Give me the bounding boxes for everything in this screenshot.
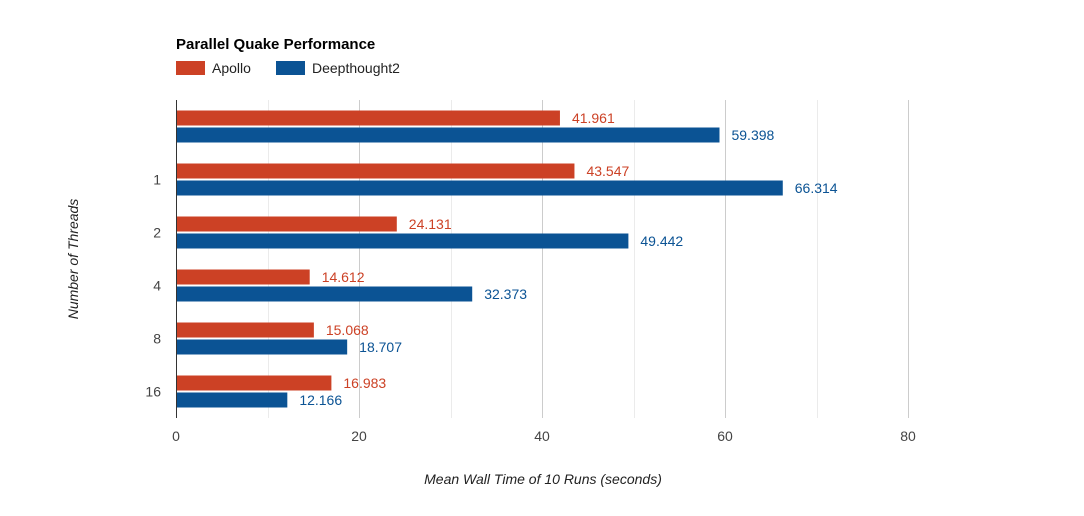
y-tick-label: 1	[153, 172, 161, 188]
data-label: 24.131	[409, 216, 452, 232]
gridlines	[268, 100, 909, 418]
data-label: 59.398	[731, 127, 774, 143]
bar	[177, 339, 348, 355]
legend-label-apollo: Apollo	[212, 60, 251, 76]
data-label: 32.373	[484, 286, 527, 302]
bar	[177, 180, 783, 196]
bar	[177, 233, 629, 249]
bar	[177, 216, 397, 232]
x-tick-label: 20	[351, 428, 367, 444]
x-axis-title: Mean Wall Time of 10 Runs (seconds)	[424, 471, 662, 487]
bar	[177, 392, 288, 408]
bar	[177, 110, 560, 126]
x-tick-label: 80	[900, 428, 916, 444]
bar	[177, 269, 310, 285]
data-label: 15.068	[326, 322, 369, 338]
x-tick-label: 0	[172, 428, 180, 444]
bar	[177, 127, 720, 143]
data-label: 66.314	[795, 180, 838, 196]
legend-label-deepthought2: Deepthought2	[312, 60, 400, 76]
legend-swatch-apollo	[176, 61, 205, 75]
y-tick-label: 2	[153, 225, 161, 241]
data-labels: 41.961 43.547 24.131 14.612 15.068 16.983 59.3…	[299, 110, 837, 408]
y-tick-label: 8	[153, 331, 161, 347]
y-tick-label: 4	[153, 278, 161, 294]
data-label: 14.612	[322, 269, 365, 285]
x-tick-label: 60	[717, 428, 733, 444]
data-label: 16.983	[343, 375, 386, 391]
data-label: 43.547	[586, 163, 629, 179]
x-tick-label: 40	[534, 428, 550, 444]
y-tick-label: 16	[145, 384, 161, 400]
y-axis-title: Number of Threads	[65, 199, 81, 320]
bar	[177, 375, 332, 391]
x-tick-labels: 0 20 40 60 80	[172, 428, 916, 444]
data-label: 12.166	[299, 392, 342, 408]
bar	[177, 286, 473, 302]
legend-swatch-deepthought2	[276, 61, 305, 75]
chart-title: Parallel Quake Performance	[176, 36, 375, 53]
bar	[177, 163, 575, 179]
y-tick-labels: 1 2 4 8 16	[145, 172, 161, 400]
data-label: 41.961	[572, 110, 615, 126]
data-label: 18.707	[359, 339, 402, 355]
data-label: 49.442	[640, 233, 683, 249]
bar	[177, 322, 314, 338]
bars	[177, 110, 783, 408]
legend: Apollo Deepthought2	[176, 60, 400, 76]
